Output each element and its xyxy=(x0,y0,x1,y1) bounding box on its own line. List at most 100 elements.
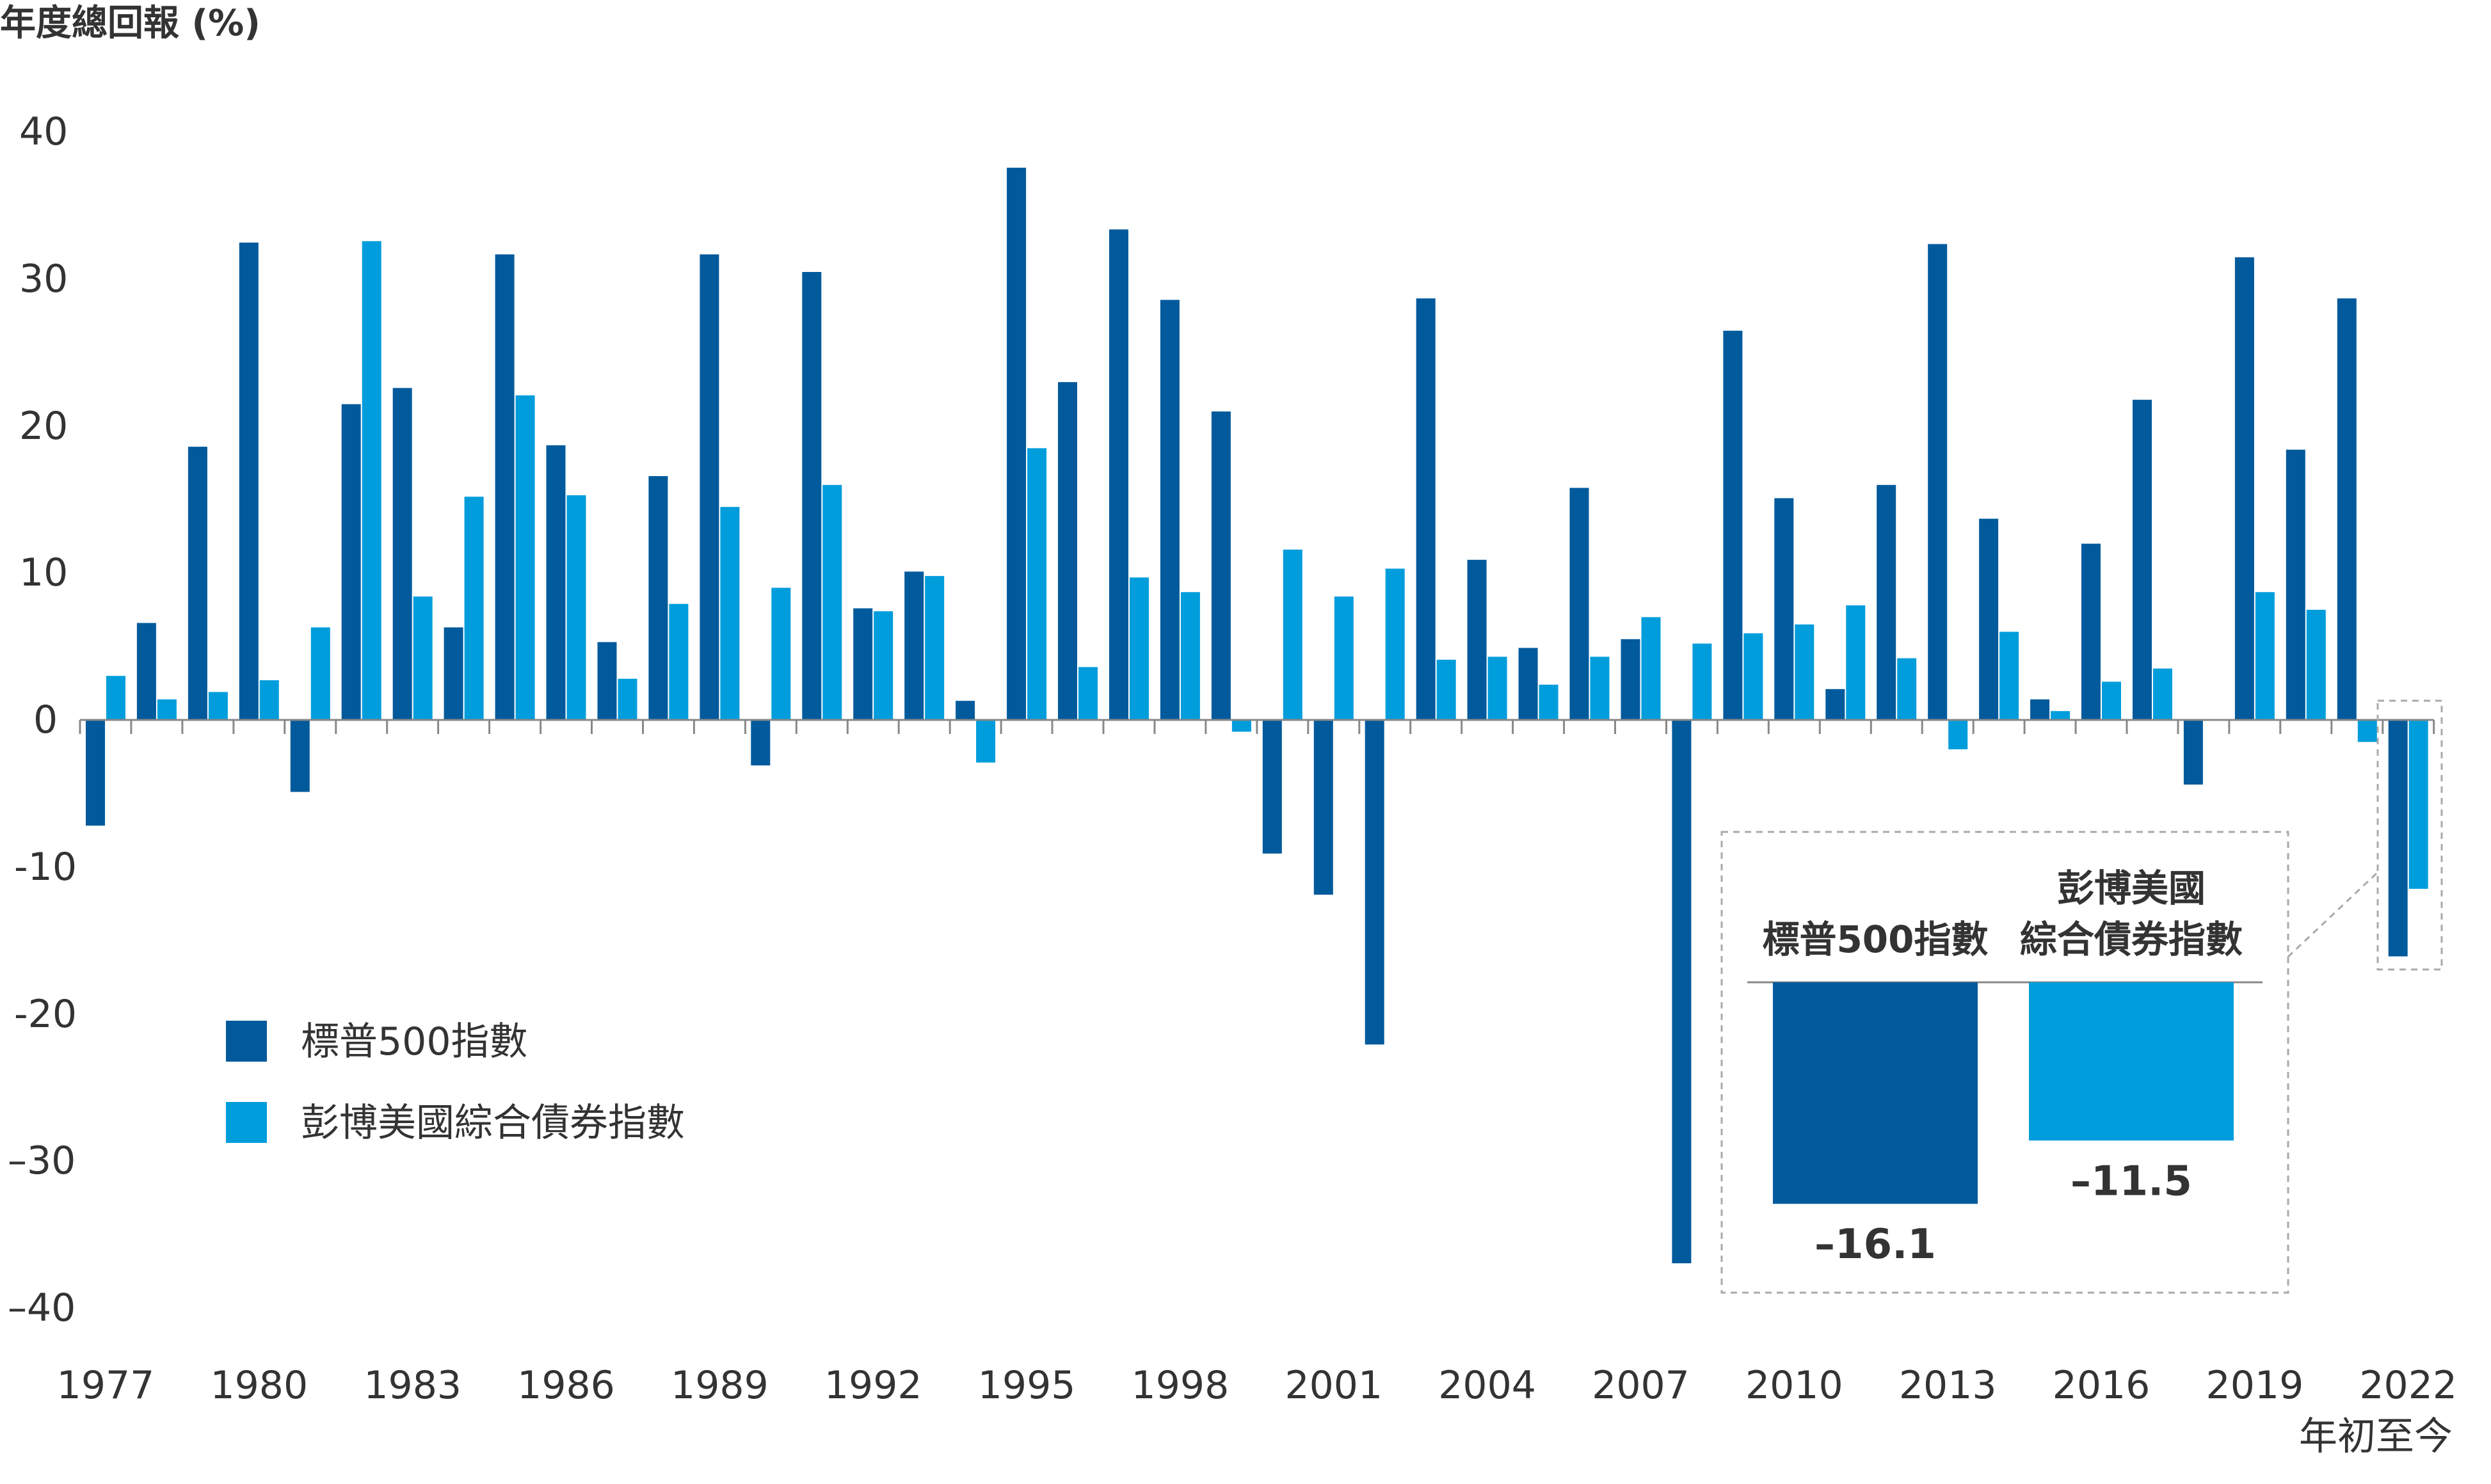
bond-bar-1990 xyxy=(771,587,791,720)
inset-connector xyxy=(2287,872,2378,958)
bond-bar-1979 xyxy=(208,692,228,720)
sp500-bar-1981 xyxy=(290,720,310,792)
bond-bar-1987 xyxy=(618,678,637,720)
sp500-bar-1997 xyxy=(1109,229,1128,720)
sp500-bar-1988 xyxy=(648,476,668,720)
y-tick-label: –40 xyxy=(8,1286,76,1330)
bond-bar-1991 xyxy=(822,484,842,720)
bond-bar-1989 xyxy=(720,507,740,720)
sp500-bar-2020 xyxy=(2286,449,2305,720)
bond-bar-2004 xyxy=(1487,657,1507,720)
sp500-bar-2002 xyxy=(1365,720,1384,1045)
bond-bar-2020 xyxy=(2306,609,2326,720)
inset-value-bond: –11.5 xyxy=(2070,1158,2192,1205)
sp500-bar-1978 xyxy=(136,623,156,720)
bond-bar-1993 xyxy=(925,576,945,720)
bond-bar-2002 xyxy=(1385,568,1405,720)
bond-bar-2014 xyxy=(1999,632,2019,720)
x-tick-label: 2004 xyxy=(1438,1363,1536,1408)
legend-swatch-sp500 xyxy=(226,1021,267,1062)
bond-bar-1978 xyxy=(157,699,177,720)
sp500-bar-1990 xyxy=(751,720,771,766)
bond-bar-1985 xyxy=(515,395,535,720)
sp500-bar-2016 xyxy=(2081,543,2101,720)
bond-bar-1997 xyxy=(1130,577,1149,720)
x-axis-labels: 1977 1980 1983 1986 1989 1992 1995 1998 2001 2004… xyxy=(57,1363,2457,1408)
x-tick-label: 1989 xyxy=(671,1363,769,1408)
sp500-bar-2008 xyxy=(1672,720,1692,1264)
sp500-bar-1977 xyxy=(86,720,105,826)
sp500-bar-2006 xyxy=(1569,488,1589,720)
y-tick-label: 10 xyxy=(19,550,68,595)
x-tick-label: 2016 xyxy=(2053,1363,2151,1408)
sp500-bar-2012 xyxy=(1877,484,1896,720)
x-tick-label: 1995 xyxy=(978,1363,1076,1408)
ytd-inset-panel: 標普500指數 彭博美國 綜合債券指數 –16.1 –11.5 xyxy=(1720,699,2443,1294)
bond-bar-1994 xyxy=(976,720,996,763)
bond-bar-2015 xyxy=(2051,711,2070,720)
bond-bar-2016 xyxy=(2102,682,2121,720)
x-tick-label: 1992 xyxy=(824,1363,922,1408)
y-tick-label: 40 xyxy=(19,109,68,154)
bond-bar-2006 xyxy=(1590,657,1610,720)
x-tick-label: 1980 xyxy=(210,1363,308,1408)
inset-header-bond-line2: 綜合債券指數 xyxy=(2020,918,2243,961)
sp500-bar-2009 xyxy=(1723,330,1743,720)
bond-bar-2013 xyxy=(1948,720,1968,749)
sp500-bar-1991 xyxy=(802,272,822,720)
bond-bar-2012 xyxy=(1897,658,1917,720)
x-tick-label: 2019 xyxy=(2206,1363,2304,1408)
legend: 標普500指數 彭博美國綜合債券指數 xyxy=(226,1019,685,1145)
bond-bar-2017 xyxy=(2153,668,2172,720)
bond-bar-1983 xyxy=(413,596,433,720)
y-tick-label: 20 xyxy=(19,404,68,449)
sp500-bar-1982 xyxy=(341,404,361,720)
sp500-bar-1987 xyxy=(597,642,617,720)
bond-bar-2009 xyxy=(1743,633,1763,720)
sp500-bar-1985 xyxy=(495,254,515,720)
bond-bar-2007 xyxy=(1641,617,1661,721)
x-tick-label: 2001 xyxy=(1285,1363,1382,1408)
bond-bar-1996 xyxy=(1078,667,1098,720)
bond-bar-1995 xyxy=(1027,448,1047,720)
bond-bar-1992 xyxy=(874,611,893,720)
inset-bar-sp500 xyxy=(1773,982,1978,1204)
sp500-bar-2004 xyxy=(1467,559,1487,720)
bond-bar-1986 xyxy=(566,495,586,720)
x-axis-annotation: 年初至今 xyxy=(2299,1414,2453,1459)
x-tick-label: 2010 xyxy=(1745,1363,1843,1408)
bond-bar-1999 xyxy=(1231,720,1251,732)
legend-label-sp500: 標普500指數 xyxy=(301,1019,528,1064)
inset-bars xyxy=(1773,982,2234,1204)
sp500-bar-1996 xyxy=(1058,382,1077,720)
sp500-bar-1984 xyxy=(444,627,463,720)
sp500-bar-1986 xyxy=(546,445,566,720)
sp500-bar-1994 xyxy=(956,701,975,720)
inset-header-bond-line1: 彭博美國 xyxy=(2057,866,2206,910)
sp500-bar-2007 xyxy=(1621,639,1640,720)
y-axis-ticks: 40 30 20 10 0 -10 -20 –30 –40 xyxy=(8,109,77,1330)
sp500-bar-2000 xyxy=(1262,720,1282,854)
sp500-bar-1993 xyxy=(904,571,924,720)
y-tick-label: -20 xyxy=(14,992,77,1037)
bond-bar-1982 xyxy=(362,241,381,720)
bond-bar-2001 xyxy=(1334,596,1354,720)
sp500-bar-2014 xyxy=(1979,518,1999,720)
sp500-bar-2019 xyxy=(2234,257,2254,721)
sp500-bar-2021 xyxy=(2337,298,2357,720)
bond-bar-1977 xyxy=(106,676,125,720)
sp500-bar-1999 xyxy=(1211,411,1231,720)
bond-bar-2005 xyxy=(1539,684,1558,720)
y-tick-label: –30 xyxy=(8,1138,76,1183)
sp500-bar-2005 xyxy=(1518,648,1538,720)
sp500-bar-1998 xyxy=(1160,299,1180,721)
bond-bar-1980 xyxy=(259,680,279,720)
sp500-bar-1979 xyxy=(188,447,207,720)
sp500-bar-1992 xyxy=(853,608,873,720)
sp500-bar-2015 xyxy=(2030,699,2050,720)
sp500-bar-1989 xyxy=(700,254,719,720)
y-tick-label: 30 xyxy=(19,257,68,301)
x-tick-label: 2022 xyxy=(2359,1363,2457,1408)
sp500-bar-2011 xyxy=(1825,689,1845,720)
bond-bar-2011 xyxy=(1846,605,1866,720)
